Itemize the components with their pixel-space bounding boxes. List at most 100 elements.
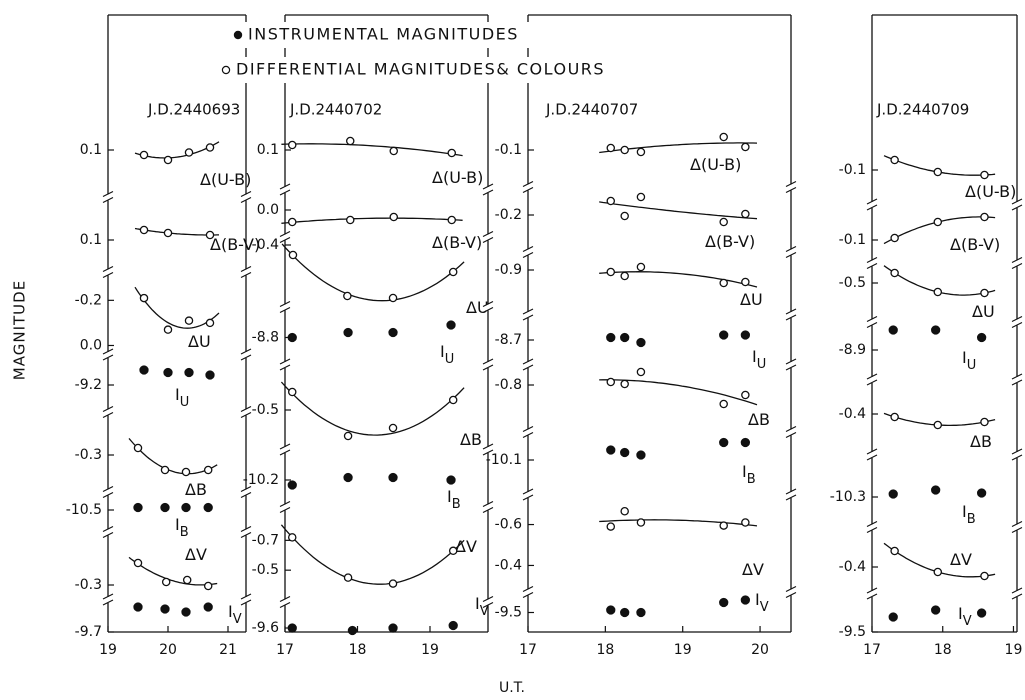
- strip-label-sub: B: [747, 472, 756, 487]
- axis-break: [482, 231, 494, 237]
- axis-break-gap: [485, 304, 491, 311]
- strip-label-main: I: [175, 515, 180, 534]
- axis-break: [866, 322, 878, 328]
- axis-break-gap: [282, 187, 288, 193]
- open-point: [620, 506, 629, 516]
- strip-label-main: Δ(B-V): [432, 233, 482, 252]
- axis-break: [240, 266, 252, 272]
- filled-point: [388, 472, 398, 483]
- axis-break-gap: [485, 504, 491, 511]
- strip-label-main: I: [962, 348, 967, 367]
- open-point: [163, 155, 173, 165]
- strip-label: IV: [958, 604, 972, 629]
- strip-label: IB: [175, 515, 189, 540]
- axis-break-gap: [105, 529, 111, 536]
- strip-label-sub: B: [967, 512, 976, 527]
- y-tick-label: -10.5: [66, 502, 102, 518]
- fit-curve: [134, 227, 219, 236]
- y-tick-label: -0.4: [839, 406, 866, 422]
- x-tick-label: 21: [219, 642, 237, 658]
- axis-break-gap: [525, 184, 531, 191]
- open-point: [388, 579, 398, 588]
- axis-break-gap: [105, 409, 111, 416]
- open-point: [182, 575, 192, 585]
- strip-label: ΔU: [188, 332, 211, 351]
- x-tick-label: 19: [1005, 642, 1023, 658]
- axis-break-gap: [243, 409, 249, 416]
- axis-break: [522, 308, 534, 315]
- open-point: [447, 148, 456, 158]
- strip-label-main: I: [447, 487, 452, 506]
- filled-point: [343, 327, 353, 338]
- axis-break: [279, 183, 291, 190]
- axis-break-gap: [869, 524, 875, 531]
- open-point: [343, 431, 353, 441]
- axis-break: [102, 266, 114, 272]
- fit-curve: [280, 381, 465, 436]
- filled-point: [446, 475, 456, 485]
- strip-label: Δ(U-B): [432, 168, 483, 187]
- strip-label: IU: [440, 342, 454, 367]
- open-point: [184, 316, 194, 325]
- axis-break: [240, 197, 252, 203]
- strip-label-main: Δ(U-B): [200, 170, 251, 189]
- axis-break: [240, 272, 252, 278]
- axis-break: [1011, 373, 1023, 380]
- axis-break: [482, 602, 494, 608]
- y-tick-label: 0.0: [257, 202, 279, 218]
- filled-point: [203, 602, 213, 612]
- axis-break: [522, 252, 534, 258]
- filled-point: [888, 489, 898, 499]
- axis-break: [102, 406, 114, 412]
- y-tick-label: -9.5: [839, 624, 866, 640]
- filled-point: [139, 365, 149, 375]
- axis-break: [279, 596, 291, 602]
- axis-break-gap: [282, 362, 288, 368]
- axis-break: [482, 364, 494, 371]
- axis-break-gap: [525, 429, 531, 436]
- strip-label-main: Δ(U-B): [432, 168, 483, 187]
- axis-break: [785, 308, 797, 315]
- strip-label: ΔU: [740, 290, 763, 309]
- filled-point: [620, 332, 630, 343]
- axis-break-gap: [788, 589, 794, 596]
- open-point: [933, 287, 943, 297]
- axis-break: [279, 602, 291, 608]
- filled-point: [606, 445, 616, 455]
- axis-break: [482, 449, 494, 456]
- strip-label-main: I: [440, 342, 445, 361]
- axis-break-gap: [788, 492, 794, 498]
- strip-label-main: ΔB: [970, 432, 992, 451]
- open-point: [636, 192, 646, 202]
- axis-break-gap: [243, 529, 249, 536]
- open-point: [181, 467, 191, 477]
- strip-label-main: I: [958, 604, 963, 623]
- open-point: [139, 225, 149, 235]
- strip-label: IU: [962, 348, 976, 373]
- open-point: [741, 142, 750, 152]
- axis-break: [102, 191, 114, 197]
- strip-label: Δ(U-B): [690, 155, 741, 174]
- strip-label-sub: U: [445, 352, 455, 367]
- panel-title: J.D.2440709: [876, 101, 969, 119]
- open-point: [890, 233, 899, 243]
- strip-label-sub: U: [967, 358, 977, 373]
- filled-point: [719, 437, 729, 448]
- y-tick-label: -9.2: [75, 377, 102, 393]
- y-tick-label: -0.2: [495, 207, 522, 223]
- axis-break: [866, 593, 878, 600]
- filled-point: [388, 327, 398, 338]
- strip-label-main: ΔV: [185, 545, 207, 564]
- open-point: [980, 212, 989, 222]
- filled-point: [287, 480, 297, 490]
- axis-break: [482, 596, 494, 602]
- axis-break: [240, 406, 252, 412]
- x-tick-label: 18: [349, 642, 367, 658]
- y-tick-label: -10.2: [243, 472, 279, 488]
- open-point: [980, 417, 989, 427]
- y-tick-label: -0.3: [75, 447, 102, 463]
- strip-label: IU: [175, 385, 189, 410]
- filled-point: [976, 608, 987, 618]
- open-point: [620, 271, 629, 281]
